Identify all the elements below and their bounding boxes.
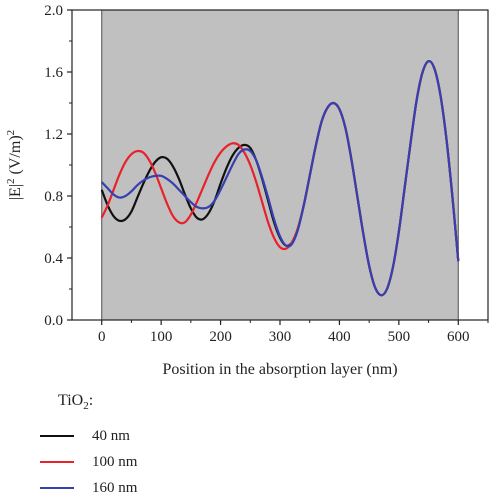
x-tick-label: 600 [447,329,470,345]
x-axis-title: Position in the absorption layer (nm) [162,361,397,378]
series-line-160nm [100,60,460,297]
y-tick-label: 0.4 [44,251,63,267]
y-tick-label: 2.0 [44,3,63,19]
y-tick-label: 1.6 [44,65,63,81]
legend-label: 100 nm [92,453,138,470]
absorption-layer-region [101,10,459,320]
legend-swatch [40,487,74,490]
y-axis-title: |E|2 (V/m)2 [5,130,24,200]
legend: TiO2: 40 nm 100 nm 160 nm [40,392,137,502]
x-tick-label: 300 [269,329,292,345]
y-tick-label: 1.2 [44,127,63,143]
x-tick-label: 200 [209,329,232,345]
legend-item-160nm: 160 nm [40,476,137,500]
x-tick-label: 400 [328,329,351,345]
legend-title: TiO2: [58,392,94,413]
y-tick-label: 0.8 [44,189,63,205]
legend-item-100nm: 100 nm [40,450,137,474]
legend-swatch [40,461,74,464]
x-tick-label: 0 [98,329,106,345]
x-tick-label: 100 [150,329,173,345]
legend-label: 40 nm [92,427,130,444]
legend-item-40nm: 40 nm [40,424,137,448]
legend-label: 160 nm [92,479,138,496]
legend-swatch [40,435,74,438]
line-chart: 0 100 200 300 400 500 600 0.0 0.4 0.8 1.2 1.6 2.0 Po… [5,3,489,378]
y-tick-label: 0.0 [44,313,63,329]
x-tick-label: 500 [388,329,411,345]
